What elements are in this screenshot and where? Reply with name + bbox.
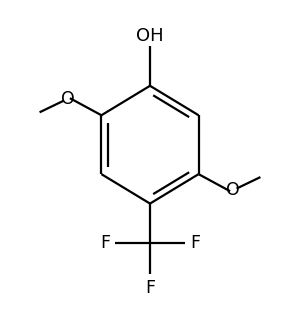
- Text: F: F: [100, 234, 110, 252]
- Text: F: F: [190, 234, 200, 252]
- Text: F: F: [145, 279, 155, 297]
- Text: O: O: [61, 90, 74, 108]
- Text: OH: OH: [136, 27, 164, 45]
- Text: O: O: [226, 181, 239, 199]
